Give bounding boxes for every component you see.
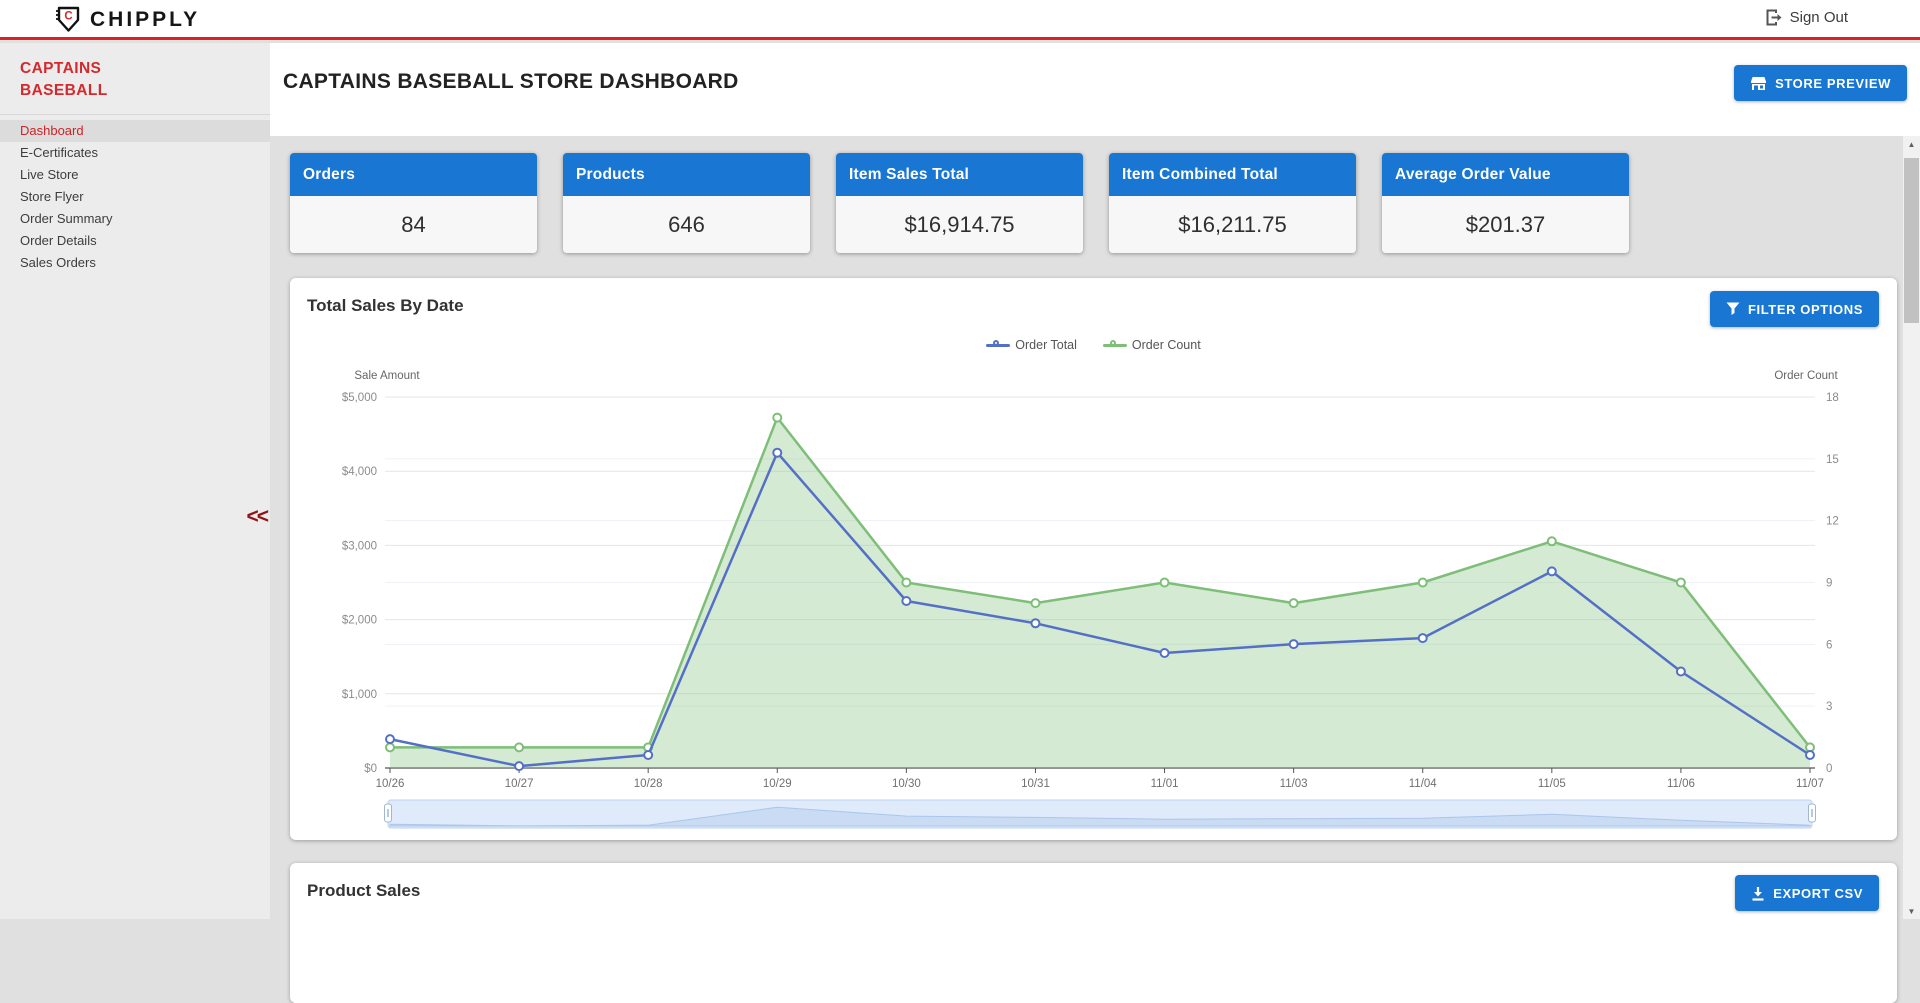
export-csv-button[interactable]: EXPORT CSV: [1735, 875, 1879, 911]
sidebar-item-dashboard[interactable]: Dashboard: [0, 120, 270, 143]
svg-text:11/01: 11/01: [1151, 778, 1179, 790]
scrollbar-down-arrow[interactable]: ▼: [1907, 906, 1916, 916]
page-header: CAPTAINS BASEBALL STORE DASHBOARD STORE …: [270, 43, 1920, 136]
svg-text:11/07: 11/07: [1796, 778, 1824, 790]
svg-text:$5,000: $5,000: [342, 392, 377, 404]
svg-text:3: 3: [1826, 701, 1832, 713]
brand-text: CHIPPLY: [90, 7, 201, 31]
svg-text:$2,000: $2,000: [342, 615, 377, 627]
svg-text:11/04: 11/04: [1409, 778, 1438, 790]
scrollbar-track[interactable]: ▲ ▼: [1903, 136, 1920, 919]
legend-label: Order Count: [1131, 338, 1201, 352]
sign-out-icon: [1766, 9, 1782, 26]
filter-icon: [1726, 302, 1740, 315]
stat-card-item-sales-total: Item Sales Total $16,914.75: [836, 153, 1083, 253]
svg-text:10/30: 10/30: [892, 778, 921, 790]
svg-text:6: 6: [1826, 639, 1832, 651]
export-csv-label: EXPORT CSV: [1773, 885, 1863, 901]
sidebar-menu: Dashboard E-Certificates Live Store Stor…: [0, 115, 270, 274]
store-preview-label: STORE PREVIEW: [1775, 75, 1891, 91]
top-bar: C CHIPPLY Sign Out: [0, 0, 1920, 40]
svg-text:10/31: 10/31: [1021, 778, 1050, 790]
svg-text:10/28: 10/28: [634, 778, 663, 790]
stat-value: $201.37: [1382, 196, 1629, 253]
svg-text:$4,000: $4,000: [342, 466, 377, 478]
download-icon: [1752, 886, 1764, 901]
stats-row: Orders 84 Products 646 Item Sales Total …: [290, 153, 1629, 253]
svg-text:10/26: 10/26: [376, 778, 405, 790]
sign-out-button[interactable]: Sign Out: [1765, 8, 1848, 27]
svg-text:15: 15: [1826, 454, 1839, 466]
store-icon: [1751, 76, 1767, 90]
sidebar: CAPTAINS BASEBALL Dashboard E-Certificat…: [0, 43, 270, 919]
product-sales-title: Product Sales: [307, 881, 421, 900]
filter-options-button[interactable]: FILTER OPTIONS: [1709, 291, 1879, 327]
svg-text:9: 9: [1826, 578, 1832, 590]
svg-text:11/03: 11/03: [1280, 778, 1308, 790]
scrollbar-thumb[interactable]: [1904, 158, 1919, 323]
svg-text:Sale Amount: Sale Amount: [354, 370, 420, 382]
svg-text:$1,000: $1,000: [342, 689, 377, 701]
svg-text:C: C: [64, 11, 72, 23]
legend-item[interactable]: Order Total: [986, 338, 1077, 352]
chart-legend: Order Total Order Count: [290, 338, 1897, 352]
chipply-logo[interactable]: C CHIPPLY: [55, 6, 200, 33]
main-content: CAPTAINS BASEBALL STORE DASHBOARD STORE …: [270, 43, 1920, 1003]
svg-text:18: 18: [1826, 392, 1839, 404]
stat-card-average-order-value: Average Order Value $201.37: [1382, 153, 1629, 253]
filter-options-label: FILTER OPTIONS: [1747, 301, 1863, 317]
svg-text:12: 12: [1826, 516, 1839, 528]
stat-label: Orders: [290, 153, 537, 196]
svg-text:11/05: 11/05: [1538, 778, 1566, 790]
svg-text:Order Count: Order Count: [1774, 370, 1838, 382]
total-sales-chart: Sale Amount Order Count 0 3 6 9 12 15 18 $0 $1,000…: [342, 370, 1839, 829]
legend-marker: [986, 340, 1011, 347]
stat-value: 646: [563, 196, 810, 253]
svg-text:10/29: 10/29: [763, 778, 792, 790]
sidebar-item-store-flyer[interactable]: Store Flyer: [20, 189, 84, 205]
sign-out-label: Sign Out: [1789, 9, 1848, 26]
stat-card-products: Products 646: [563, 153, 810, 253]
stat-value: $16,914.75: [836, 196, 1083, 253]
stat-label: Item Combined Total: [1109, 153, 1356, 196]
stat-label: Item Sales Total: [836, 153, 1083, 196]
legend-item[interactable]: Order Count: [1102, 338, 1201, 352]
stat-value: 84: [290, 196, 537, 253]
svg-text:11/06: 11/06: [1667, 778, 1695, 790]
sidebar-item-order-summary[interactable]: Order Summary: [20, 211, 113, 227]
stat-card-orders: Orders 84: [290, 153, 537, 253]
store-name: CAPTAINS BASEBALL: [0, 43, 270, 116]
chipply-home-plate-icon: C: [56, 6, 80, 32]
sidebar-item-live-store[interactable]: Live Store: [20, 167, 79, 183]
scrollbar-up-arrow[interactable]: ▲: [1907, 139, 1916, 149]
product-sales-panel: Product Sales EXPORT CSV: [290, 863, 1897, 1003]
sidebar-item-order-details[interactable]: Order Details: [20, 233, 97, 249]
svg-text:10/27: 10/27: [505, 778, 534, 790]
stat-label: Products: [563, 153, 810, 196]
stat-value: $16,211.75: [1109, 196, 1356, 253]
legend-label: Order Total: [1015, 338, 1077, 352]
total-sales-title: Total Sales By Date: [307, 296, 464, 315]
collapse-sidebar-button[interactable]: <<: [246, 505, 268, 528]
legend-marker: [1102, 340, 1127, 347]
sidebar-item-e-certificates[interactable]: E-Certificates: [20, 145, 99, 161]
stat-label: Average Order Value: [1382, 153, 1629, 196]
page-title: CAPTAINS BASEBALL STORE DASHBOARD: [283, 70, 739, 93]
svg-text:$3,000: $3,000: [342, 540, 377, 552]
stat-card-item-combined-total: Item Combined Total $16,211.75: [1109, 153, 1356, 253]
svg-text:0: 0: [1826, 763, 1832, 775]
sidebar-item-sales-orders[interactable]: Sales Orders: [20, 255, 96, 271]
total-sales-panel: Total Sales By Date FILTER OPTIONS Order…: [290, 278, 1897, 840]
store-preview-button[interactable]: STORE PREVIEW: [1734, 65, 1907, 101]
svg-text:$0: $0: [364, 763, 377, 775]
